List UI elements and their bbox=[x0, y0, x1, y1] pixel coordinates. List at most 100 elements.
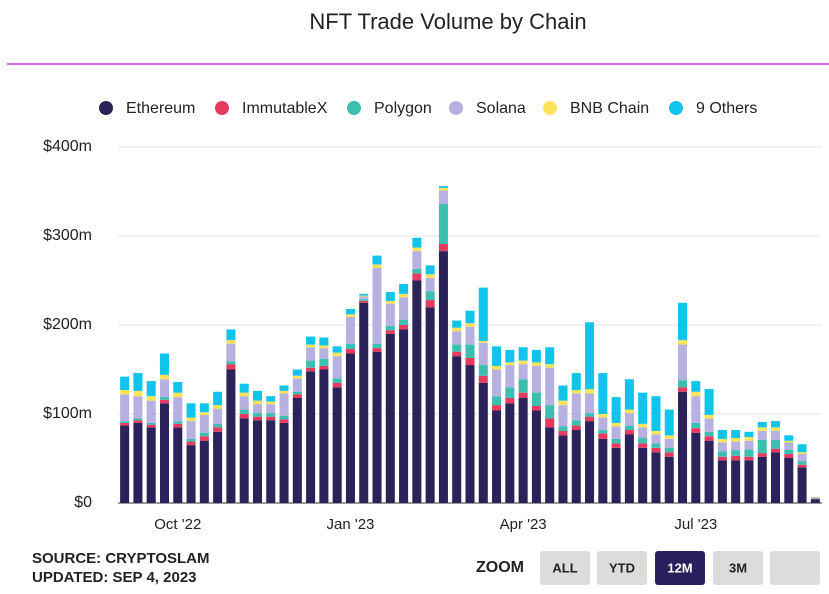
x-tick-label: Jan '23 bbox=[326, 516, 374, 533]
bar-segment bbox=[704, 414, 714, 419]
bar-segment bbox=[226, 369, 236, 503]
bar-segment bbox=[412, 251, 422, 269]
bar-segment bbox=[638, 438, 648, 444]
bar-segment bbox=[478, 287, 488, 342]
bar-segment bbox=[345, 316, 355, 344]
bar-segment bbox=[585, 421, 595, 503]
zoom-button-label[interactable]: 12M bbox=[667, 560, 692, 575]
bar-segment bbox=[252, 416, 262, 421]
bar-segment bbox=[186, 417, 196, 422]
bar-segment bbox=[624, 434, 634, 503]
bar-segment bbox=[266, 416, 276, 421]
bar-segment bbox=[744, 431, 754, 438]
bar-segment bbox=[611, 447, 621, 503]
legend-marker bbox=[669, 101, 683, 115]
bar-segment bbox=[571, 373, 581, 390]
bar-segment bbox=[372, 348, 382, 352]
bar-segment bbox=[412, 268, 422, 274]
bar-segment bbox=[545, 418, 555, 428]
bar-segment bbox=[372, 264, 382, 269]
zoom-button-label[interactable]: 3M bbox=[729, 560, 747, 575]
bar-segment bbox=[385, 303, 395, 326]
bar-segment bbox=[691, 432, 701, 503]
bar-segment bbox=[571, 425, 581, 431]
legend-marker bbox=[215, 101, 229, 115]
bar-segment bbox=[651, 447, 661, 453]
bar-segment bbox=[518, 347, 528, 361]
bar-segment bbox=[558, 435, 568, 503]
bar-segment bbox=[292, 369, 302, 376]
zoom-button[interactable] bbox=[655, 551, 705, 585]
zoom-button[interactable] bbox=[597, 551, 647, 585]
bar-segment bbox=[438, 190, 448, 204]
bar-segment bbox=[159, 374, 170, 380]
bar-segment bbox=[478, 365, 488, 376]
bar-segment bbox=[186, 421, 196, 439]
bar-segment bbox=[146, 424, 156, 428]
bar-segment bbox=[146, 427, 156, 503]
bar-segment bbox=[133, 418, 143, 421]
bar-segment bbox=[438, 244, 448, 252]
zoom-button[interactable] bbox=[770, 551, 820, 585]
bar-segment bbox=[664, 438, 674, 448]
bar-segment bbox=[638, 427, 648, 439]
zoom-button-label[interactable]: ALL bbox=[552, 560, 577, 575]
bar-segment bbox=[186, 445, 196, 503]
bar-segment bbox=[784, 435, 794, 441]
bar-segment bbox=[159, 379, 170, 398]
bar-segment bbox=[757, 430, 767, 440]
bar-segment bbox=[770, 421, 781, 428]
bar-segment bbox=[505, 397, 515, 404]
bar-segment bbox=[239, 396, 249, 410]
bar-segment bbox=[744, 460, 754, 503]
bar-segment bbox=[571, 389, 581, 394]
bar-segment bbox=[664, 456, 674, 503]
bar-segment bbox=[359, 300, 369, 303]
bar-segment bbox=[199, 412, 209, 415]
bar-segment bbox=[797, 461, 807, 465]
bar-segment bbox=[518, 360, 528, 365]
bar-segment bbox=[120, 421, 130, 423]
bar-segment bbox=[664, 409, 674, 436]
bar-segment bbox=[213, 391, 223, 406]
bar-segment bbox=[571, 430, 581, 503]
bar-segment bbox=[252, 413, 262, 417]
bar-segment bbox=[173, 423, 183, 428]
bar-segment bbox=[585, 393, 595, 414]
bar-segment bbox=[505, 403, 515, 503]
bar-segment bbox=[731, 455, 741, 461]
bar-segment bbox=[757, 453, 767, 457]
zoom-button-label[interactable]: YTD bbox=[609, 560, 635, 575]
y-tick-label: $200m bbox=[43, 316, 92, 333]
bar-segment bbox=[452, 344, 462, 352]
bar-segment bbox=[704, 436, 714, 441]
bar-segment bbox=[465, 357, 475, 366]
bar-segment bbox=[731, 438, 741, 442]
bar-segment bbox=[704, 431, 714, 437]
bar-segment bbox=[585, 416, 595, 422]
bar-segment bbox=[717, 442, 727, 452]
y-tick-label: $400m bbox=[43, 138, 92, 155]
bar-segment bbox=[385, 300, 395, 304]
bar-segment bbox=[292, 375, 302, 379]
bar-segment bbox=[133, 390, 143, 397]
bar-segment bbox=[385, 330, 395, 334]
bar-segment bbox=[266, 401, 276, 405]
bar-segment bbox=[624, 379, 634, 410]
bar-segment bbox=[585, 322, 595, 390]
zoom-button[interactable] bbox=[713, 551, 763, 585]
legend-label: Ethereum bbox=[126, 100, 195, 117]
bar-segment bbox=[292, 391, 302, 395]
zoom-button[interactable] bbox=[540, 551, 590, 585]
bar-segment bbox=[425, 277, 435, 292]
bar-segment bbox=[186, 438, 196, 442]
bar-segment bbox=[784, 449, 794, 455]
bar-segment bbox=[611, 438, 621, 444]
bar-segment bbox=[492, 405, 502, 411]
chart-title: NFT Trade Volume by Chain bbox=[309, 9, 586, 34]
bar-segment bbox=[717, 430, 727, 439]
bar-segment bbox=[492, 346, 502, 366]
bar-segment bbox=[319, 348, 329, 359]
bar-segment bbox=[425, 300, 435, 308]
bar-segment bbox=[319, 345, 329, 349]
